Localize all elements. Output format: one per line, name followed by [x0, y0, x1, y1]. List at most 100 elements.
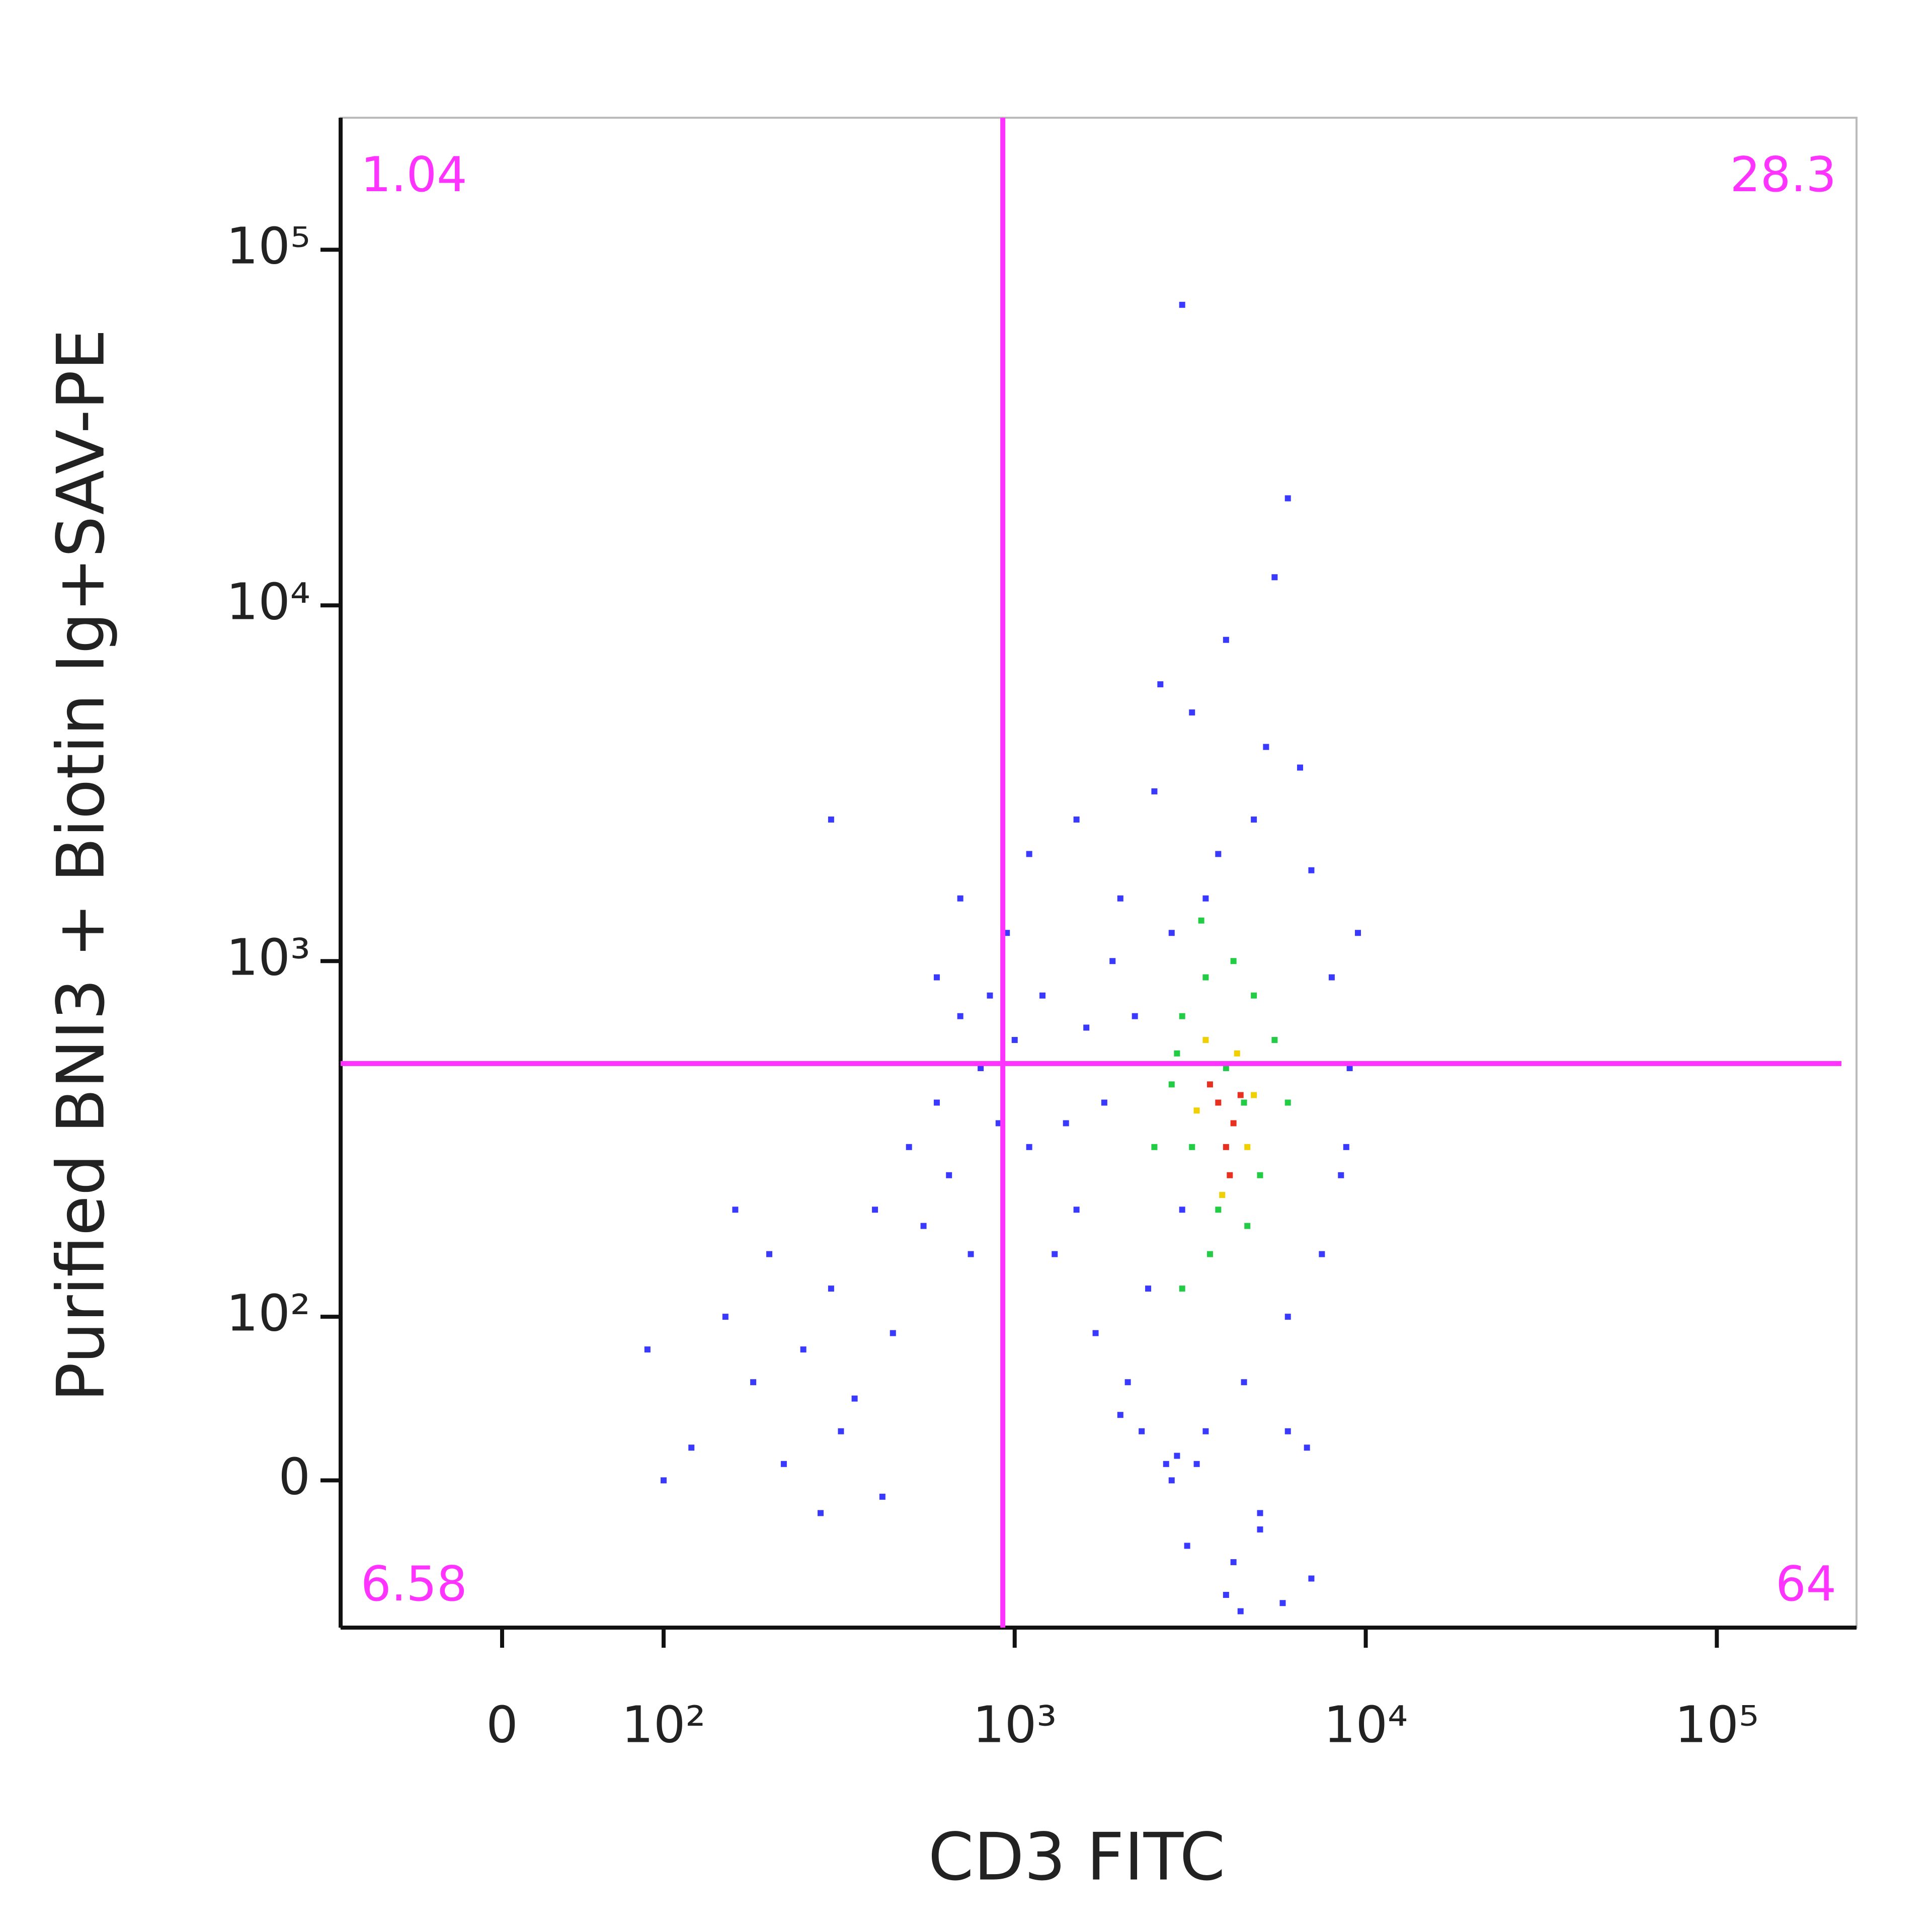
- event-dot: [1279, 1600, 1286, 1606]
- event-dot: [1308, 867, 1315, 873]
- event-dot: [1230, 958, 1237, 964]
- event-dot: [995, 1120, 1002, 1126]
- event-dot: [1168, 930, 1175, 936]
- event-dot: [946, 1172, 952, 1178]
- event-dot: [688, 1444, 695, 1451]
- event-dot: [1257, 1172, 1263, 1178]
- event-dot: [1174, 1453, 1180, 1459]
- event-dot: [879, 1493, 886, 1500]
- event-dot: [957, 895, 963, 902]
- event-dot: [817, 1510, 824, 1516]
- event-dot: [1109, 958, 1116, 964]
- event-dot: [838, 1428, 844, 1434]
- event-dot: [1206, 1081, 1213, 1088]
- event-dot: [1174, 1050, 1180, 1057]
- event-dot: [1124, 1379, 1131, 1386]
- event-dot: [1168, 1477, 1175, 1484]
- event-dot: [1284, 495, 1291, 502]
- event-dot: [1223, 1065, 1229, 1072]
- event-dot: [1304, 1444, 1310, 1451]
- event-dot: [1179, 1206, 1185, 1213]
- event-dot: [1263, 744, 1269, 750]
- x-tick-label: 10³: [973, 1695, 1057, 1754]
- event-dot: [1026, 1144, 1032, 1150]
- y-tick-label: 10⁴: [226, 573, 310, 631]
- event-dot: [872, 1206, 878, 1213]
- event-dot: [1251, 816, 1257, 823]
- event-dot: [1271, 574, 1278, 581]
- x-axis-label: CD3 FITC: [928, 1819, 1226, 1895]
- event-dot: [1004, 930, 1010, 936]
- event-dot: [766, 1251, 773, 1257]
- quadrant-label: 64: [1776, 1557, 1836, 1612]
- event-dot: [1223, 1591, 1229, 1598]
- event-dot: [1083, 1024, 1090, 1031]
- event-dot: [1319, 1251, 1325, 1257]
- event-dot: [750, 1379, 757, 1386]
- event-dot: [890, 1330, 896, 1336]
- quadrant-label: 28.3: [1730, 147, 1836, 203]
- event-dot: [660, 1477, 667, 1484]
- event-dot: [933, 974, 940, 981]
- event-dot: [1163, 1461, 1169, 1467]
- x-tick-label: 0: [486, 1695, 518, 1754]
- event-dot: [1101, 1099, 1107, 1106]
- event-dot: [780, 1461, 787, 1467]
- event-dot: [1215, 1099, 1222, 1106]
- x-tick-label: 10⁵: [1675, 1695, 1759, 1754]
- event-dot: [1157, 681, 1164, 688]
- event-dot: [1271, 1037, 1278, 1043]
- event-dot: [1179, 1013, 1185, 1019]
- event-dot: [644, 1346, 651, 1353]
- event-dot: [1244, 1223, 1251, 1229]
- y-axis-label: Purified BNI3 + Biotin Ig+SAV-PE: [43, 329, 119, 1402]
- event-dot: [1073, 816, 1080, 823]
- event-dot: [1251, 992, 1257, 999]
- event-dot: [1227, 1172, 1233, 1178]
- event-dot: [1151, 1144, 1158, 1150]
- x-tick-label: 10²: [621, 1695, 705, 1754]
- event-dot: [1230, 1120, 1237, 1126]
- event-dot: [957, 1013, 963, 1019]
- event-dot: [1257, 1526, 1263, 1533]
- event-dot: [968, 1251, 974, 1257]
- event-dot: [1151, 788, 1158, 794]
- event-dot: [1223, 636, 1229, 643]
- event-dot: [1179, 1285, 1185, 1292]
- event-dot: [920, 1223, 927, 1229]
- y-tick-label: 10³: [226, 928, 310, 987]
- event-dot: [1011, 1037, 1018, 1043]
- event-dot: [1237, 1092, 1244, 1098]
- event-dot: [1189, 709, 1195, 716]
- event-dot: [1284, 1428, 1291, 1434]
- event-dot: [1241, 1379, 1247, 1386]
- event-dot: [1244, 1144, 1251, 1150]
- event-dot: [1193, 1461, 1200, 1467]
- event-dot: [1202, 1428, 1209, 1434]
- event-dot: [1223, 1144, 1229, 1150]
- event-dot: [732, 1206, 739, 1213]
- event-dot: [1052, 1251, 1058, 1257]
- event-dot: [1202, 974, 1209, 981]
- y-tick-label: 10²: [226, 1283, 310, 1342]
- event-dot: [1354, 930, 1361, 936]
- event-dot: [1328, 974, 1335, 981]
- event-dot: [1039, 992, 1046, 999]
- event-dot: [1215, 851, 1222, 857]
- event-dot: [828, 1285, 834, 1292]
- event-dot: [1193, 1107, 1200, 1114]
- event-dot: [1297, 764, 1303, 771]
- event-dot: [722, 1314, 729, 1320]
- event-dot: [1179, 301, 1185, 308]
- event-dot: [1343, 1144, 1349, 1150]
- event-dot: [1251, 1092, 1257, 1098]
- event-dot: [828, 816, 834, 823]
- event-dot: [1139, 1428, 1145, 1434]
- event-dot: [1215, 1206, 1222, 1213]
- plot-frame: [340, 117, 1858, 1629]
- event-dot: [987, 992, 993, 999]
- event-dot: [933, 1099, 940, 1106]
- event-dot: [800, 1346, 807, 1353]
- event-dot: [978, 1065, 984, 1072]
